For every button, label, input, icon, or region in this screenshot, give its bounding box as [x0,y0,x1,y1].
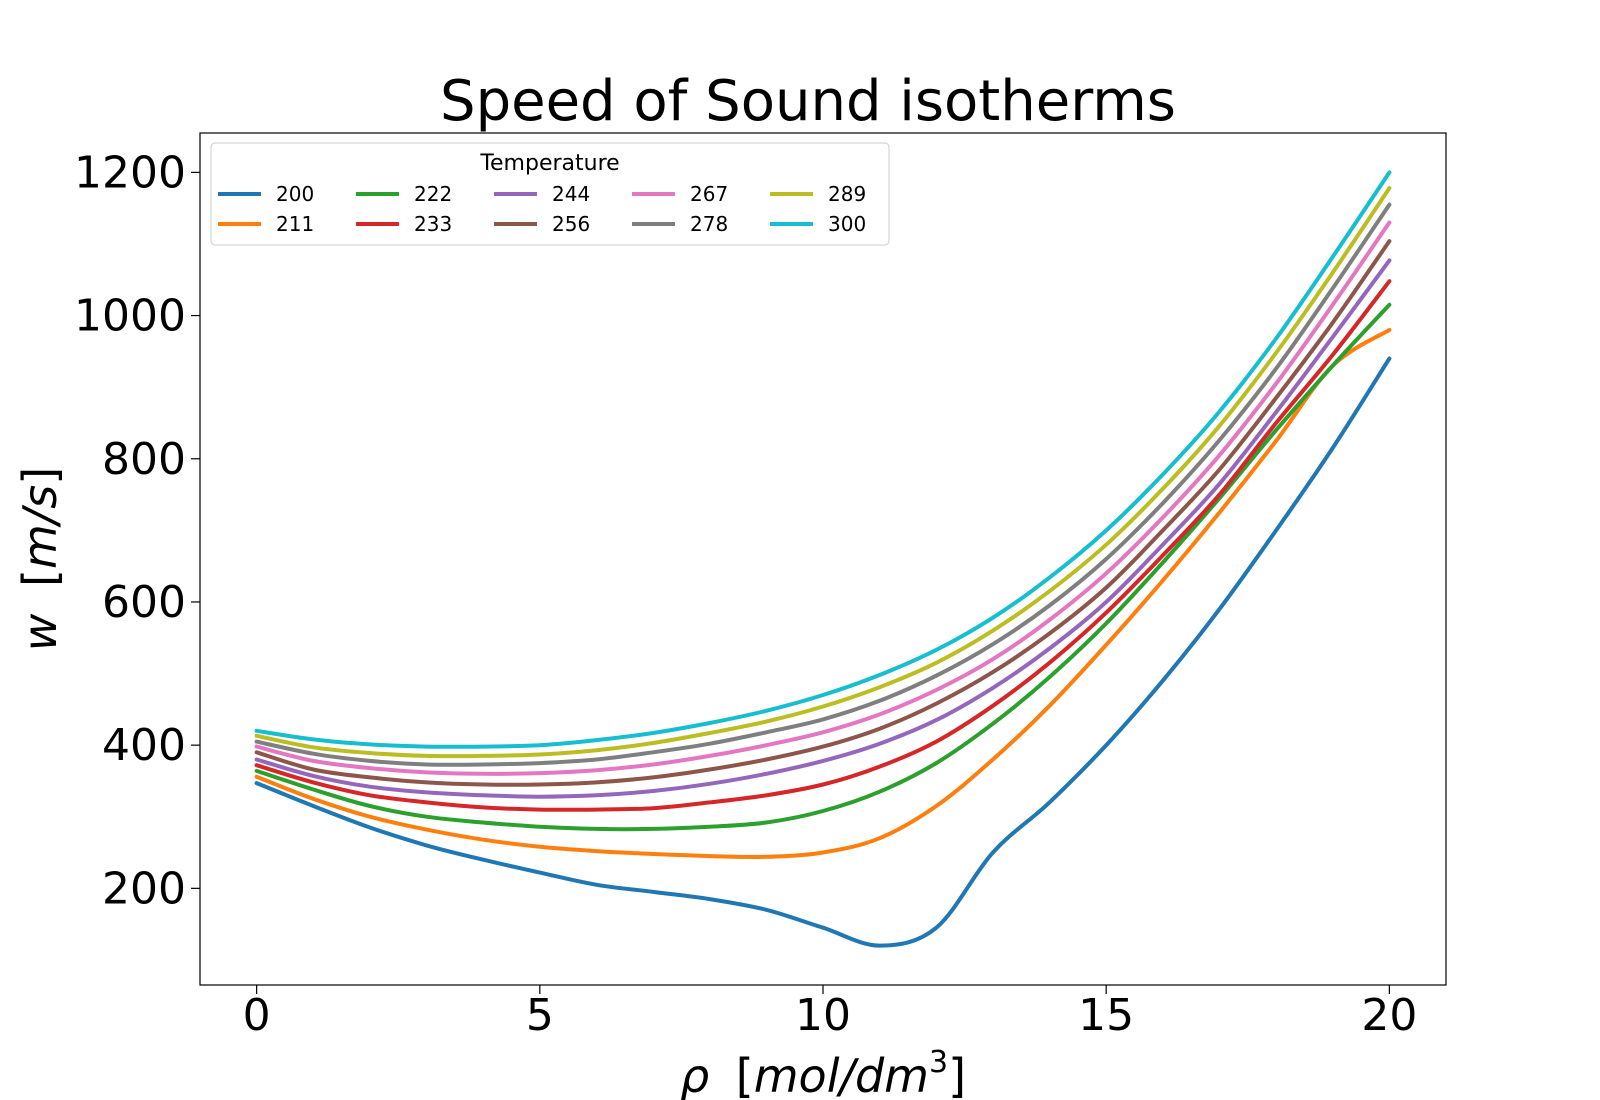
legend-entries: 200 211 222 233 244 256 267 278 289 300 [218,182,866,236]
series-lines [254,170,1392,948]
y-axis-label-close: ] [13,467,67,485]
legend-label-200: 200 [276,182,314,206]
legend-label-267: 267 [690,182,728,206]
legend-label-278: 278 [690,212,728,236]
x-axis-label-open: [ [736,1049,754,1100]
y-axis-label: w [m/s] [13,467,67,651]
x-axis-label-close: ] [948,1049,966,1100]
series-line-267 [254,220,1392,776]
legend-label-256: 256 [552,212,590,236]
legend-label-300: 300 [828,212,866,236]
legend-label-233: 233 [414,212,452,236]
x-axis-label-exponent: 3 [929,1045,948,1080]
y-tick-label: 600 [102,577,186,628]
series-line-233 [254,279,1392,812]
legend-label-244: 244 [552,182,590,206]
series-line-200 [254,356,1392,948]
y-axis: 200 400 600 800 1000 1200 [74,147,200,914]
legend-title: Temperature [479,151,619,176]
y-tick-label: 800 [102,434,186,485]
y-axis-label-symbol: w [13,613,67,651]
series-line-278 [254,202,1392,767]
chart-title: Speed of Sound isotherms [440,69,1176,134]
x-axis-label-unit: mol/dm [754,1049,929,1100]
y-axis-label-unit: m/s [13,485,67,569]
series-line-244 [254,258,1392,799]
legend-label-289: 289 [828,182,866,206]
series-line-300 [254,170,1392,749]
legend-label-211: 211 [276,212,314,236]
x-tick-label: 15 [1078,990,1134,1041]
series-line-222 [254,302,1392,832]
y-axis-label-open: [ [13,569,67,587]
series-line-289 [254,186,1392,759]
x-tick-label: 10 [795,990,851,1041]
x-axis: 0 5 10 15 20 [243,985,1417,1041]
y-tick-label: 1000 [74,291,186,342]
series-line-256 [254,239,1392,787]
x-tick-label: 0 [243,990,271,1041]
legend-label-222: 222 [414,182,452,206]
x-axis-label: ρ [mol/dm3] [680,1045,966,1100]
x-tick-label: 20 [1361,990,1417,1041]
legend-box [210,142,890,246]
x-axis-label-symbol: ρ [680,1049,709,1100]
y-tick-label: 400 [102,720,186,771]
x-tick-label: 5 [526,990,554,1041]
y-tick-label: 200 [102,863,186,914]
legend: Temperature 200 211 222 233 244 256 267 278 289 3… [210,142,890,246]
series-line-211 [254,327,1392,860]
y-tick-label: 1200 [74,147,186,198]
plot-area-frame [199,132,1447,986]
